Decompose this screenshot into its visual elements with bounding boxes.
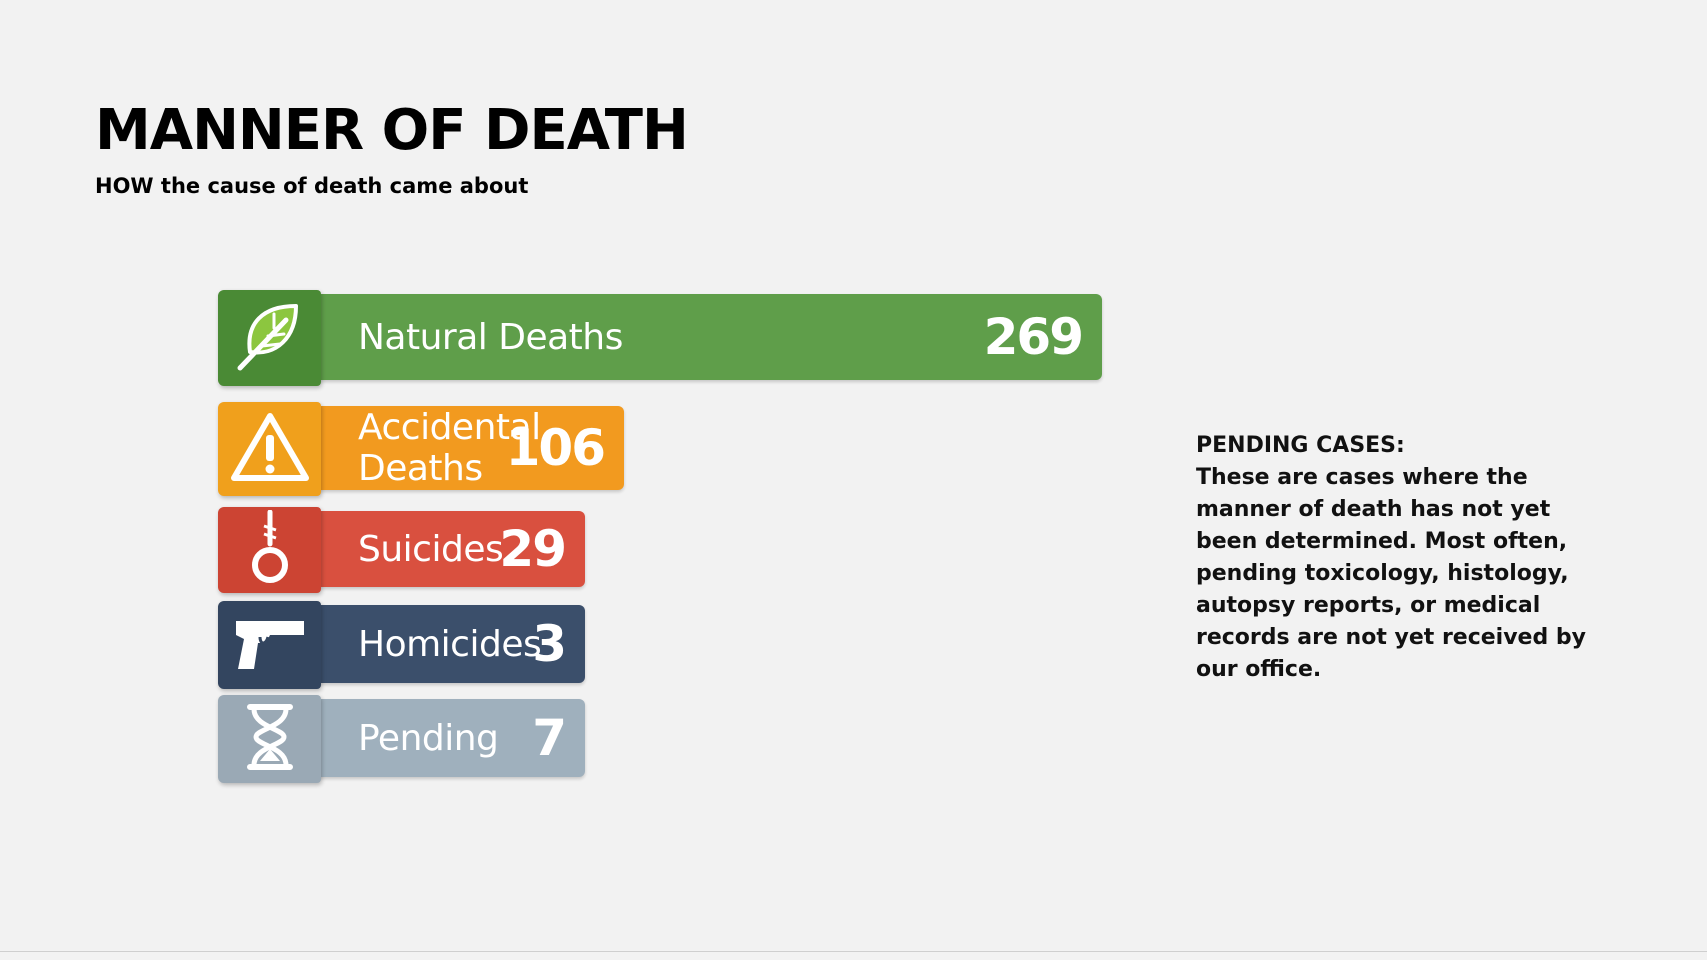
bar-value: 269 bbox=[983, 308, 1084, 366]
bar bbox=[313, 511, 585, 587]
bar-row: Natural Deaths 269 bbox=[218, 290, 1102, 386]
pending-note-title: PENDING CASES: bbox=[1196, 433, 1405, 458]
bar-icon-box bbox=[218, 601, 321, 689]
pending-note-body: These are cases where the manner of deat… bbox=[1196, 465, 1586, 682]
bar-icon-box bbox=[218, 290, 321, 386]
bar-label: Natural Deaths bbox=[358, 316, 623, 358]
divider bbox=[0, 951, 1707, 952]
gun-icon bbox=[230, 611, 310, 679]
bar-value: 29 bbox=[499, 520, 567, 578]
noose-icon bbox=[245, 509, 295, 590]
leaf-icon bbox=[232, 298, 308, 378]
bar-row: Accidental Deaths 106 bbox=[218, 402, 624, 496]
bar bbox=[313, 406, 624, 490]
bar bbox=[313, 294, 1102, 380]
bar-row: Homicides 3 bbox=[218, 601, 585, 689]
bar-icon-box bbox=[218, 695, 321, 783]
pending-note: PENDING CASES: These are cases where the… bbox=[1196, 430, 1586, 686]
page-title: MANNER OF DEATH bbox=[95, 98, 689, 163]
bar-label: Pending bbox=[358, 717, 499, 759]
bar-label: Suicides bbox=[358, 528, 504, 570]
bar bbox=[313, 605, 585, 683]
bar-label: Homicides bbox=[358, 623, 542, 665]
bar-value: 106 bbox=[505, 419, 606, 477]
warning-icon bbox=[230, 411, 310, 487]
bar-row: Suicides 29 bbox=[218, 507, 585, 593]
bar-label: Accidental Deaths bbox=[358, 407, 541, 489]
bar-icon-box bbox=[218, 507, 321, 593]
bar bbox=[313, 699, 585, 777]
bar-value: 3 bbox=[532, 615, 567, 673]
hourglass-icon bbox=[242, 703, 298, 775]
bar-value: 7 bbox=[532, 709, 567, 767]
bar-row: Pending 7 bbox=[218, 695, 585, 783]
bar-icon-box bbox=[218, 402, 321, 496]
page-subtitle: HOW the cause of death came about bbox=[95, 174, 529, 198]
